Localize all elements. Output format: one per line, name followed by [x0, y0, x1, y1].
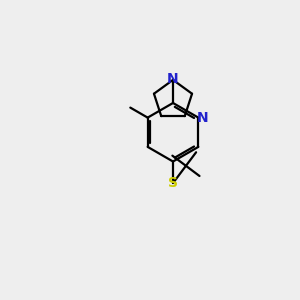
Text: S: S	[168, 176, 178, 190]
Text: N: N	[167, 72, 179, 86]
Text: N: N	[196, 111, 208, 124]
